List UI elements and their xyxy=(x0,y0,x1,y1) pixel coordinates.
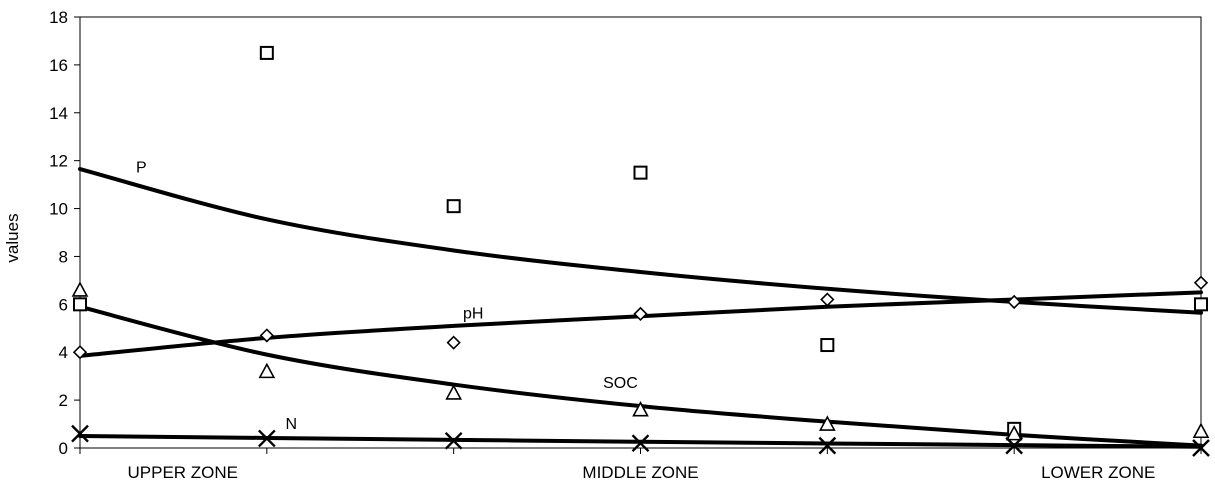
marker-x-stroke xyxy=(257,429,276,448)
marker-ph xyxy=(1193,275,1209,290)
marker-p xyxy=(446,199,461,214)
marker-soc xyxy=(71,281,89,297)
y-tick-label: 8 xyxy=(59,247,68,266)
marker-p xyxy=(259,45,274,60)
series-label-ph: pH xyxy=(463,306,483,323)
marker-x-stroke xyxy=(444,431,463,450)
marker-n xyxy=(818,436,837,455)
y-axis-title-group: values xyxy=(3,213,22,262)
marker-ph xyxy=(1007,294,1022,310)
x-zone-label: MIDDLE ZONE xyxy=(582,463,698,482)
marker-soc xyxy=(445,384,463,400)
y-axis-title: values xyxy=(3,213,22,262)
y-tick-label: 14 xyxy=(49,104,68,123)
y-tick-label: 18 xyxy=(49,8,68,27)
marker-soc xyxy=(1192,422,1210,439)
marker-p xyxy=(1194,297,1208,312)
data-markers xyxy=(71,45,1210,457)
y-tick-label: 10 xyxy=(49,200,68,219)
marker-ph xyxy=(446,335,461,350)
x-zone-label: UPPER ZONE xyxy=(127,463,238,482)
marker-x-stroke xyxy=(631,434,650,453)
marker-x-stroke xyxy=(71,424,89,443)
marker-n xyxy=(257,429,276,448)
marker-ph xyxy=(259,328,274,343)
y-tick-label: 4 xyxy=(59,343,68,362)
marker-ph xyxy=(820,292,835,307)
marker-x-stroke xyxy=(1192,439,1210,457)
plot-frame xyxy=(79,16,1202,449)
trend-line-soc xyxy=(78,304,1203,448)
marker-p xyxy=(73,297,87,312)
series-label-p: P xyxy=(136,160,147,177)
axes: 0 2 4 6 8 10 12 14 16 18 UPPER ZONE MIDDLE ZONE LOWE… xyxy=(49,8,1202,482)
series-label-soc: SOC xyxy=(603,375,638,392)
x-zone-label: LOWER ZONE xyxy=(1041,463,1155,482)
marker-n xyxy=(444,431,463,450)
marker-x-stroke xyxy=(1005,436,1024,455)
series-label-n: N xyxy=(286,416,298,433)
marker-n xyxy=(1005,436,1024,455)
marker-soc xyxy=(1005,424,1023,441)
marker-n xyxy=(71,424,89,443)
marker-n xyxy=(1192,439,1210,457)
y-tick-label: 12 xyxy=(49,152,68,171)
y-tick-label: 16 xyxy=(49,56,68,75)
y-tick-label: 2 xyxy=(59,391,68,410)
marker-x-stroke xyxy=(818,436,837,455)
marker-ph xyxy=(633,306,648,322)
trend-line-p xyxy=(78,167,1203,315)
marker-ph xyxy=(72,345,88,360)
marker-soc xyxy=(818,415,836,431)
y-tick-label: 0 xyxy=(59,439,68,458)
y-tick-label: 6 xyxy=(59,295,68,314)
marker-n xyxy=(631,434,650,453)
marker-soc xyxy=(258,362,276,379)
marker-p xyxy=(633,165,648,180)
marker-soc xyxy=(632,401,649,417)
marker-p xyxy=(820,338,835,353)
series-labels: PpH SOC N xyxy=(136,160,638,433)
